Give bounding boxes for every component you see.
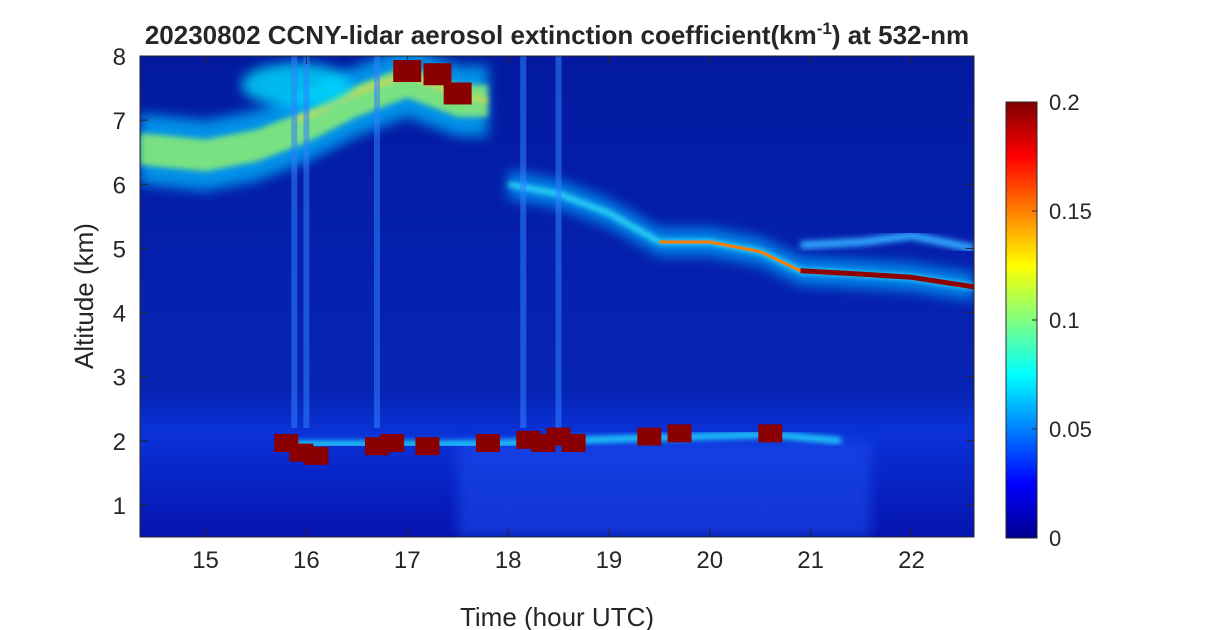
x-tick-label: 21 xyxy=(797,547,824,574)
y-tick-label: 6 xyxy=(113,172,126,199)
y-tick-label: 3 xyxy=(113,365,126,392)
x-tick-label: 18 xyxy=(495,547,522,574)
title-superscript: -1 xyxy=(817,19,832,38)
y-tick-label: 4 xyxy=(113,301,126,328)
vertical-streak xyxy=(373,56,380,428)
vertical-streak xyxy=(303,56,310,428)
smoke-peak-cell xyxy=(393,60,422,83)
y-tick-label: 1 xyxy=(113,493,126,520)
y-tick-label: 7 xyxy=(113,108,126,135)
colorbar-tick-label: 0.05 xyxy=(1049,417,1092,442)
title-suffix: ) at 532-nm xyxy=(832,20,969,50)
x-tick-label: 19 xyxy=(596,547,623,574)
vertical-streak xyxy=(291,56,298,428)
boundary-layer-cell xyxy=(304,446,329,465)
boundary-layer-cell xyxy=(380,434,405,453)
vertical-streak xyxy=(555,56,562,428)
plot-area xyxy=(140,56,974,537)
y-tick-label: 8 xyxy=(113,44,126,71)
chart-title: 20230802 CCNY-lidar aerosol extinction c… xyxy=(145,19,969,50)
boundary-layer-cell xyxy=(667,424,692,443)
x-tick-label: 17 xyxy=(394,547,421,574)
colorbar-tick-label: 0.2 xyxy=(1049,90,1080,115)
heatmap-features xyxy=(140,56,974,537)
y-tick-label: 2 xyxy=(113,429,126,456)
colorbar-tick-label: 0.1 xyxy=(1049,308,1080,333)
title-prefix: 20230802 CCNY-lidar aerosol extinction c… xyxy=(145,20,817,50)
colorbar: 0 0.05 0.1 0.15 0.2 xyxy=(1005,90,1092,551)
y-axis-label: Altitude (km) xyxy=(69,223,99,369)
colorbar-gradient xyxy=(1005,101,1038,539)
boundary-layer-cell xyxy=(475,434,500,453)
y-axis-ticks: 1 2 3 4 5 6 7 8 xyxy=(113,44,974,520)
descending-layer-halo xyxy=(508,170,974,301)
colorbar-tick-label: 0.15 xyxy=(1049,199,1092,224)
x-axis-ticks: 15 16 17 18 19 20 21 22 xyxy=(192,56,925,574)
smoke-layer-core xyxy=(140,65,488,172)
upper-faint-layer xyxy=(800,231,974,253)
colorbar-tick-label: 0 xyxy=(1049,526,1061,551)
x-axis-label: Time (hour UTC) xyxy=(460,602,654,630)
x-tick-label: 20 xyxy=(696,547,723,574)
boundary-layer-cell xyxy=(637,427,662,446)
x-tick-label: 16 xyxy=(293,547,320,574)
smoke-peak-cell xyxy=(423,63,452,86)
boundary-layer-cell xyxy=(561,434,586,453)
y-tick-label: 5 xyxy=(113,236,126,263)
boundary-layer-cell xyxy=(415,437,440,456)
boundary-layer-cell xyxy=(758,424,783,443)
descending-layer-max xyxy=(800,268,974,290)
colorbar-ticks: 0 0.05 0.1 0.15 0.2 xyxy=(1032,90,1092,551)
plot-frame xyxy=(139,55,975,538)
x-tick-label: 22 xyxy=(898,547,925,574)
vertical-streak xyxy=(520,56,527,428)
smoke-peak-cell xyxy=(443,82,472,105)
boundary-layer-mix xyxy=(457,440,872,537)
x-tick-label: 15 xyxy=(192,547,219,574)
